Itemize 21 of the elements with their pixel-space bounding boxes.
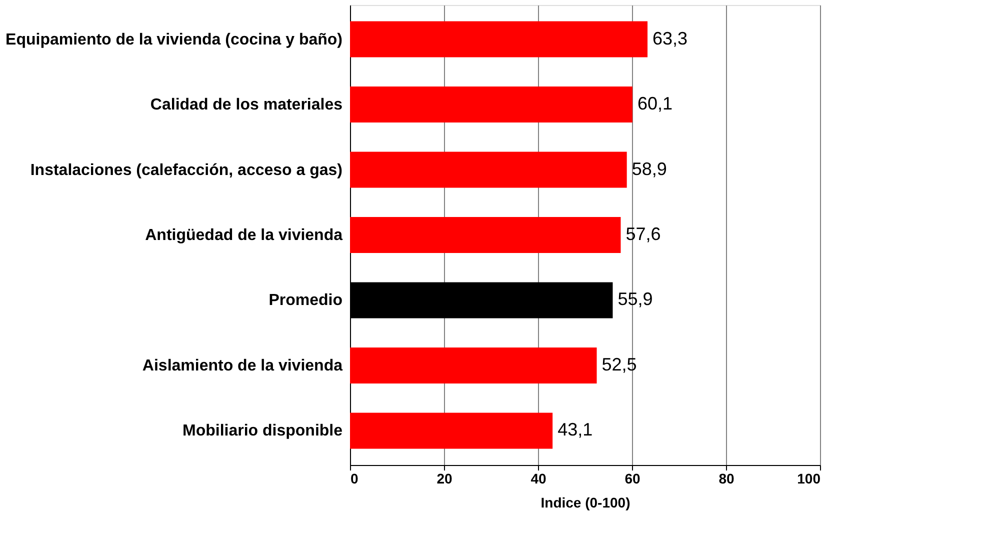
x-tick-label: 80 bbox=[718, 470, 734, 486]
y-tick-label: Mobiliario disponible bbox=[182, 422, 343, 440]
x-tick-label: 100 bbox=[797, 470, 821, 486]
data-label: 60,1 bbox=[637, 94, 673, 114]
y-tick-label: Antigüedad de la vivienda bbox=[145, 227, 343, 244]
y-tick-label: Instalaciones (calefacción, acceso a gas) bbox=[30, 162, 342, 179]
data-label: 57,6 bbox=[626, 224, 661, 244]
data-label: 55,9 bbox=[618, 289, 653, 310]
x-axis-title: Indice (0-100) bbox=[540, 494, 630, 510]
x-tick-label: 60 bbox=[624, 470, 640, 486]
data-label: 63,3 bbox=[652, 28, 688, 48]
data-label: 52,5 bbox=[602, 354, 637, 374]
data-label: 43,1 bbox=[558, 420, 593, 440]
y-tick-label: Promedio bbox=[268, 292, 343, 310]
data-label: 58,9 bbox=[632, 158, 667, 179]
y-tick-label: Calidad de los materiales bbox=[150, 96, 343, 114]
x-tick-label: 40 bbox=[530, 470, 546, 486]
x-tick-label: 0 bbox=[350, 470, 358, 486]
y-tick-label: Aislamiento de la vivienda bbox=[142, 357, 343, 374]
y-tick-label: Equipamiento de la vivienda (cocina y baño) bbox=[6, 31, 342, 48]
x-tick-label: 20 bbox=[436, 470, 452, 486]
